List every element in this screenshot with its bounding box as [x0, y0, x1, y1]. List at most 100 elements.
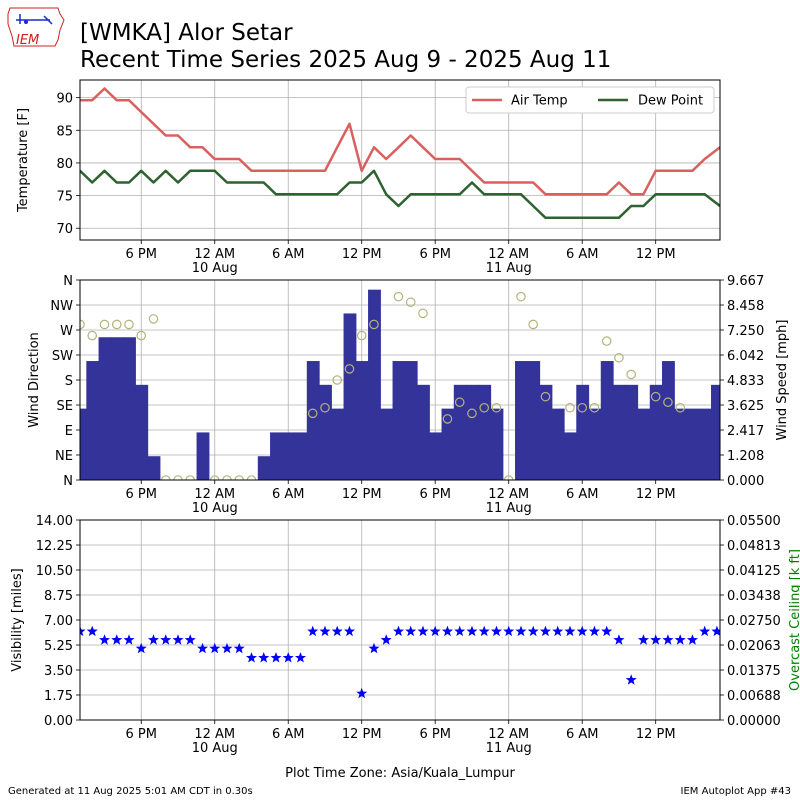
visibility-point [209, 642, 221, 654]
visibility-point [539, 625, 551, 637]
visibility-point [527, 625, 539, 637]
chart-title-period: Recent Time Series 2025 Aug 9 - 2025 Aug… [80, 47, 611, 73]
wind-direction-point [136, 330, 147, 341]
wind-direction-point [528, 319, 539, 330]
visibility-point [160, 634, 172, 645]
wind-speed-bar [417, 384, 430, 480]
y-tick-label-visibility: 12.25 [36, 539, 73, 554]
y-tick-label-direction: NE [55, 449, 73, 464]
legend: Air Temp Dew Point [465, 86, 715, 114]
y-axis-label-ceiling: Overcast Ceiling [k ft] [788, 549, 800, 691]
y-tick-label-visibility: 0.00 [44, 714, 73, 729]
y-tick-label-speed: 6.042 [727, 349, 764, 364]
visibility-point [601, 625, 613, 637]
wind-direction-point [356, 330, 367, 341]
wind-direction-point [111, 319, 122, 330]
wind-speed-bar [564, 432, 577, 480]
wind-speed-bar [392, 361, 406, 480]
x-tick-label: 12 PM [636, 727, 676, 742]
wind-speed-bar [686, 408, 700, 480]
wind-speed-bar [539, 384, 553, 480]
visibility-point [233, 642, 245, 654]
x-tick-sublabel: 10 Aug [192, 501, 238, 516]
y-axis-label-visibility: Visibility [miles] [10, 568, 25, 671]
chart-title-station: [WMKA] Alor Setar [80, 20, 293, 46]
wind-direction-point [344, 364, 355, 374]
legend-box [465, 86, 715, 114]
wind-speed-bar [282, 432, 296, 480]
plot-border [79, 519, 721, 721]
visibility-point [662, 634, 674, 645]
y-tick-label-speed: 3.625 [727, 399, 764, 414]
x-tick-sublabel: 11 Aug [486, 501, 532, 516]
wind-speed-bar [355, 361, 369, 480]
visibility-point [184, 634, 196, 645]
visibility-point [148, 634, 159, 645]
y-tick-label-direction: N [63, 474, 73, 489]
x-tick-label: 6 AM [566, 487, 599, 502]
wind-speed-bar [257, 456, 271, 480]
wind-direction-point [307, 408, 318, 419]
visibility-point [405, 625, 417, 637]
wind-speed-bar [80, 408, 87, 480]
y-tick-label-ceiling: 0.02063 [727, 639, 781, 654]
x-tick-label: 6 AM [272, 727, 305, 742]
y-tick-label-direction: SE [57, 399, 73, 414]
legend-label-air-temp: Air Temp [511, 94, 568, 109]
logo-text: IEM [16, 33, 39, 48]
y-tick-label-speed: 7.250 [727, 324, 764, 339]
wind-direction-point [442, 414, 453, 424]
y-tick-label-ceiling: 0.03438 [727, 589, 781, 604]
visibility-point [80, 625, 86, 637]
visibility-point [650, 634, 662, 645]
wind-speed-bar [147, 456, 161, 480]
plot-area [80, 87, 720, 220]
wind-direction-point [663, 397, 673, 408]
wind-direction-point [650, 391, 661, 402]
wind-speed-bar [490, 408, 504, 480]
wind-direction-point [479, 402, 490, 413]
wind-speed-bar [662, 361, 675, 480]
y-tick-label-speed: 9.667 [727, 274, 764, 289]
wind-speed-bar [331, 408, 345, 480]
wind-speed-bar [637, 408, 651, 480]
visibility-point [282, 652, 294, 663]
y-tick-label-direction: E [65, 424, 73, 439]
visibility-point [478, 625, 490, 637]
x-tick-label: 6 AM [272, 247, 305, 262]
plot-border [79, 79, 721, 241]
wind-speed-bar [649, 384, 663, 480]
visibility-point [490, 625, 502, 637]
wind-direction-point [405, 297, 416, 308]
y-tick-label-ceiling: 0.05500 [727, 514, 781, 529]
visibility-point [380, 634, 392, 645]
wind-direction-point [87, 330, 98, 341]
wind-direction-point [565, 402, 575, 413]
x-tick-label: 12 PM [636, 247, 676, 262]
wind-direction-point [614, 352, 624, 363]
wind-speed-bar [429, 432, 443, 480]
x-tick-label: 12 PM [342, 247, 382, 262]
wind-direction-point [320, 402, 330, 413]
x-tick-label: 6 PM [419, 247, 450, 262]
y-tick-label-direction: SW [52, 349, 73, 364]
y-tick-label-visibility: 7.00 [44, 614, 73, 629]
visibility-point [221, 642, 233, 654]
wind-speed-bar [466, 384, 479, 480]
generated-footnote: Generated at 11 Aug 2025 5:01 AM CDT in … [8, 786, 253, 797]
y-tick-label: 75 [56, 190, 73, 205]
wind-speed-bar [270, 432, 283, 480]
wind-speed-bar [453, 384, 467, 480]
wind-direction-point [626, 369, 636, 380]
visibility-point [686, 634, 698, 645]
visibility-point [344, 625, 355, 637]
y-tick-label-ceiling: 0.02750 [727, 614, 781, 629]
visibility-point [258, 652, 270, 663]
wind-direction-point [577, 402, 588, 413]
wind-direction-point [467, 408, 477, 419]
y-tick-label: 90 [56, 92, 73, 107]
y-tick-label-direction: N [63, 274, 73, 289]
x-tick-label: 12 AM [488, 487, 529, 502]
visibility-point [368, 642, 380, 654]
wind-speed-bar [86, 361, 100, 480]
